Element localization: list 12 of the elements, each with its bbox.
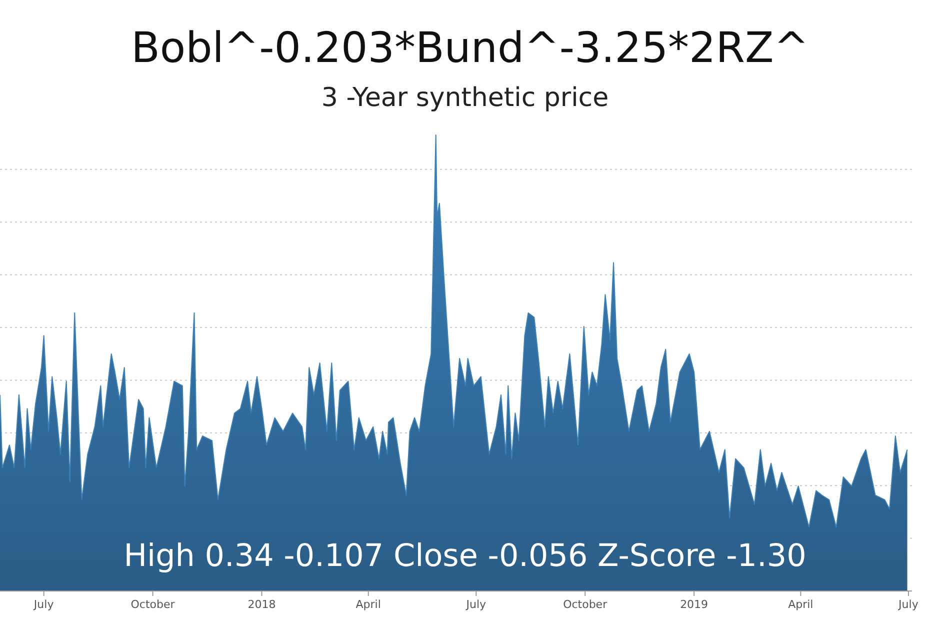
annotation: High 0.34 -0.107 Close -0.056 Z-Score -1.30 <box>124 538 806 574</box>
x-tick-label: 2019 <box>680 598 708 611</box>
x-tick-label: April <box>356 598 381 611</box>
x-tick-label: July <box>898 598 919 611</box>
x-tick-label: 2018 <box>248 598 276 611</box>
x-tick-label: July <box>32 598 54 611</box>
x-tick-label: October <box>130 598 176 611</box>
chart-subtitle: 3 -Year synthetic price <box>321 83 609 113</box>
x-tick-label: April <box>788 598 814 611</box>
x-tick-label: July <box>465 598 487 611</box>
chart-title: Bobl^-0.203*Bund^-3.25*2RZ^ <box>131 23 809 72</box>
x-tick-label: October <box>563 598 608 611</box>
